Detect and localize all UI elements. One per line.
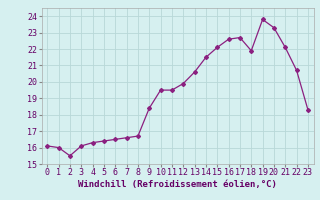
X-axis label: Windchill (Refroidissement éolien,°C): Windchill (Refroidissement éolien,°C): [78, 180, 277, 189]
